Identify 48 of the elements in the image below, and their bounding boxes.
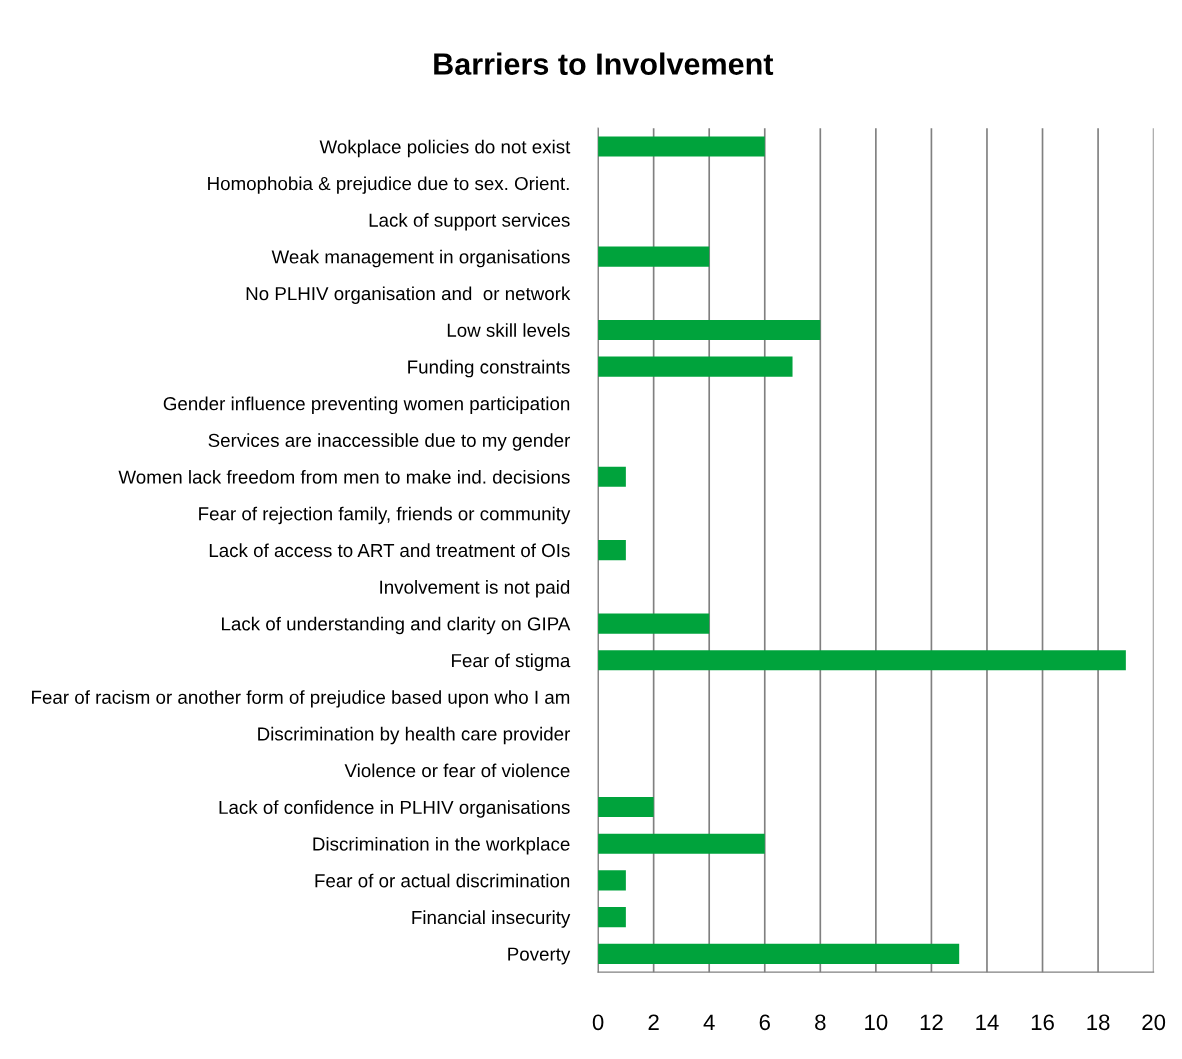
bar — [598, 356, 793, 377]
y-tick-label: Gender influence preventing women participation — [163, 396, 570, 415]
x-tick-label: 4 — [703, 1014, 715, 1030]
y-tick-label: Discrimination in the workplace — [313, 836, 570, 855]
bar — [598, 613, 710, 634]
y-tick-label: Poverty — [508, 947, 571, 965]
y-tick-label: Fear of racism or another form of prejudice based upon who I am — [32, 690, 570, 708]
y-tick-label: Lack of confidence in PLHIV organisations — [219, 800, 570, 818]
x-tick-label: 14 — [976, 1014, 999, 1030]
y-tick-label: Women lack freedom from men to make ind. decisions — [118, 469, 570, 484]
y-tick-label: Fear of rejection family, friends or community — [199, 506, 571, 525]
bar — [598, 870, 626, 891]
x-tick-label: 18 — [1087, 1014, 1110, 1031]
x-tick-label: 12 — [920, 1014, 943, 1030]
y-tick-label: Violence or fear of violence — [344, 763, 570, 778]
chart-title: Barriers to Involvement — [434, 52, 774, 75]
y-tick-label: Lack of support services — [369, 213, 570, 231]
x-tick-label: 8 — [815, 1014, 826, 1031]
bar — [598, 136, 765, 157]
y-tick-label: Weak management in organisations — [271, 249, 570, 268]
bar — [598, 466, 626, 487]
bar — [598, 319, 821, 341]
y-tick-label: Wokplace policies do not exist — [319, 139, 571, 158]
x-tick-label: 0 — [592, 1014, 604, 1031]
bar — [598, 833, 765, 854]
y-tick-label: Fear of or actual discrimination — [315, 873, 570, 888]
y-tick-label: Homophobia & prejudice due to sex. Orient. — [208, 176, 569, 194]
y-tick-label: No PLHIV organisation and or network — [246, 286, 571, 304]
y-tick-label: Financial insecurity — [412, 910, 571, 928]
bar — [598, 907, 626, 928]
y-tick-label: Low skill levels — [447, 323, 570, 337]
bar — [598, 943, 960, 964]
y-tick-label: Lack of understanding and clarity on GIPA — [222, 616, 571, 635]
y-tick-label: Involvement is not paid — [380, 580, 570, 598]
bar — [598, 796, 654, 818]
y-tick-label: Discrimination by health care provider — [258, 726, 571, 745]
x-tick-label: 16 — [1031, 1014, 1054, 1031]
x-tick-label: 6 — [759, 1014, 770, 1031]
bar — [598, 650, 1126, 671]
y-tick-label: Funding constraints — [408, 359, 570, 378]
bar — [598, 246, 710, 267]
y-tick-label: Services are inaccessible due to my gender — [208, 433, 571, 451]
x-tick-label: 20 — [1142, 1014, 1166, 1031]
y-tick-label: Fear of stigma — [452, 653, 571, 671]
x-tick-label: 2 — [648, 1014, 659, 1030]
bar — [598, 540, 626, 561]
x-tick-label: 10 — [865, 1014, 888, 1031]
y-tick-label: Lack of access to ART and treatment of OIs — [209, 543, 570, 558]
